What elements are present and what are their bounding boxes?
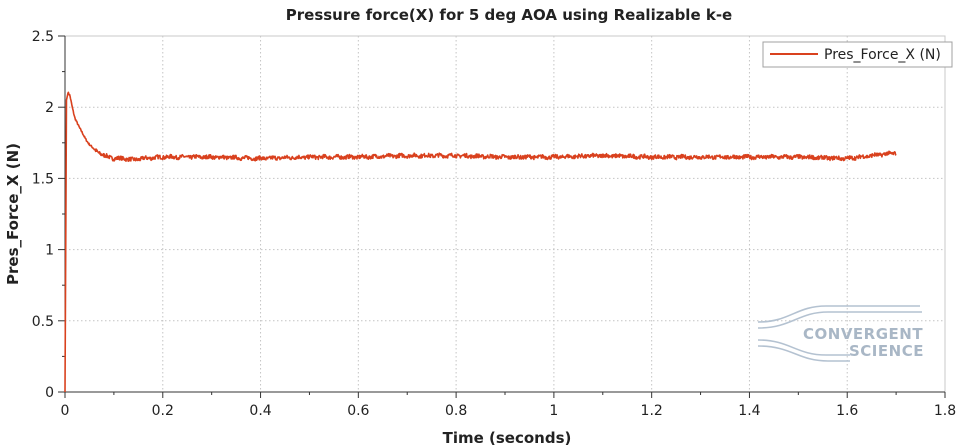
x-tick-label: 0.6	[347, 403, 369, 419]
x-tick-label: 1.6	[836, 403, 858, 419]
y-tick-label: 1.5	[32, 171, 54, 187]
x-tick-label: 0.8	[445, 403, 467, 419]
x-tick-label: 0.4	[249, 403, 271, 419]
y-tick-label: 0.5	[32, 314, 54, 330]
y-tick-label: 1	[45, 243, 54, 259]
x-tick-label: 0	[61, 403, 70, 419]
axis-layer	[58, 35, 946, 398]
y-tick-label: 0	[45, 385, 54, 401]
y-axis-title: Pres_Force_X (N)	[4, 143, 22, 285]
watermark-line2: SCIENCE	[849, 342, 924, 360]
watermark-line1: CONVERGENT	[803, 325, 923, 343]
y-tick-label: 2.5	[32, 29, 54, 45]
x-tick-label: 1.2	[641, 403, 663, 419]
series-line-pres-force-x	[64, 91, 897, 393]
x-axis-title: Time (seconds)	[443, 429, 572, 447]
legend-label: Pres_Force_X (N)	[824, 47, 941, 63]
x-tick-label: 1.4	[738, 403, 760, 419]
x-tick-label: 1.8	[934, 403, 956, 419]
x-tick-label: 1	[549, 403, 558, 419]
convergent-science-watermark: CONVERGENT SCIENCE	[757, 305, 924, 362]
chart-title: Pressure force(X) for 5 deg AOA using Re…	[286, 6, 732, 24]
y-tick-label: 2	[45, 100, 54, 116]
legend: Pres_Force_X (N)	[762, 41, 953, 68]
tick-label-layer: 0 0.2 0.4 0.6 0.8 1 1.2 1.4 1.6 1.8 0 0.5 1 1.5 2 2.5	[32, 29, 956, 419]
watermark-wave-icon	[757, 305, 922, 362]
series-layer	[64, 91, 897, 393]
x-tick-label: 0.2	[152, 403, 174, 419]
